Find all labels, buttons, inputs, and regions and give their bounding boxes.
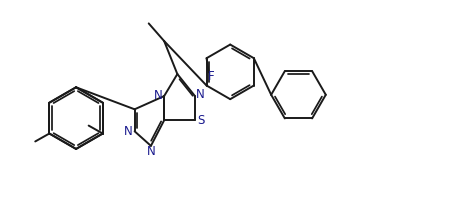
Text: N: N — [154, 89, 162, 102]
Text: N: N — [196, 88, 205, 101]
Text: N: N — [124, 125, 132, 138]
Text: S: S — [197, 114, 204, 127]
Text: F: F — [207, 70, 214, 83]
Text: N: N — [146, 145, 155, 158]
